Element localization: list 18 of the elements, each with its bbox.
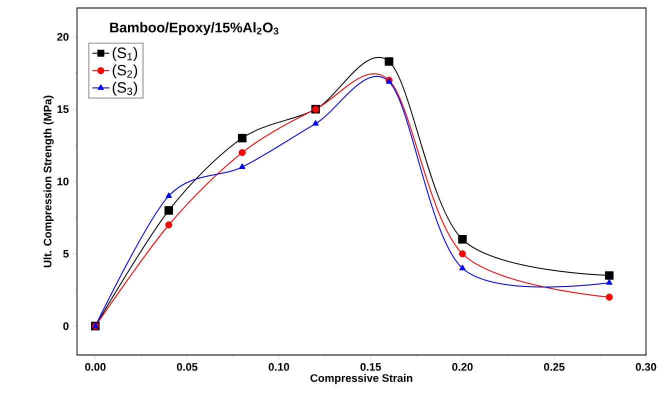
y-tick-label: 5 [63, 250, 69, 258]
y-tick-label: 20 [57, 33, 69, 41]
legend-label: (S$_{1}$) [112, 47, 138, 62]
legend-label: (S$_{2}$) [112, 64, 138, 78]
legend-label: (S$_{3}$) [112, 82, 138, 96]
x-tick-label: 0.10 [268, 363, 290, 371]
x-tick-label: 0.05 [176, 363, 198, 371]
y-tick-label: 15 [57, 105, 69, 114]
x-axis-title: Compressive Strain [310, 374, 412, 384]
chart-title: Bamboo/Epoxy/15%Al$_{2}$O$_{3}$ [110, 22, 278, 36]
x-tick-label: 0.15 [360, 363, 382, 371]
y-axis-title: Ult. Compression Strength (MPa) [43, 96, 54, 268]
y-tick-label: 10 [57, 178, 69, 186]
x-tick-label: 0.25 [544, 363, 565, 371]
y-tick-label: 0 [63, 322, 69, 330]
x-tick-label: 0.30 [636, 363, 656, 371]
x-tick-label: 0.20 [452, 363, 473, 371]
x-tick-label: 0.00 [85, 363, 106, 371]
